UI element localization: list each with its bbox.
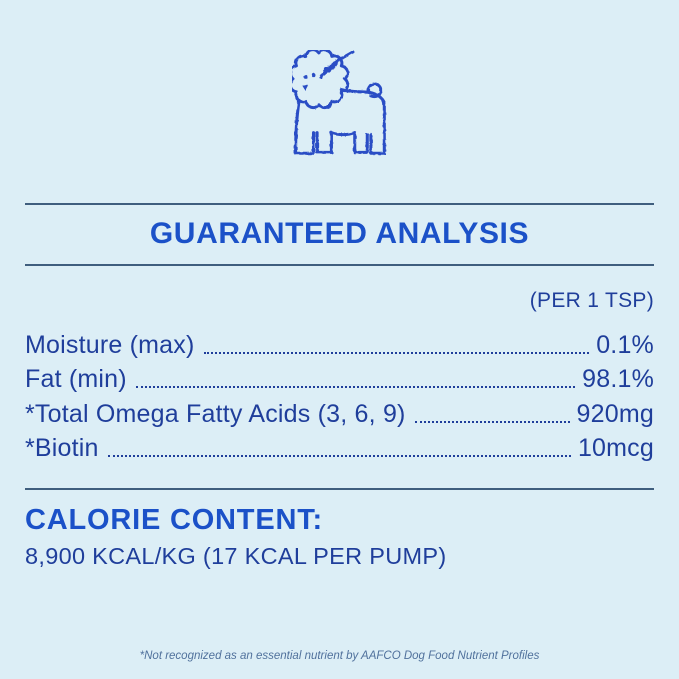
dotted-leader — [414, 420, 570, 423]
nutrient-value: 0.1% — [596, 330, 654, 359]
divider-above-calories — [25, 488, 654, 491]
nutrient-row: Moisture (max) 0.1% — [25, 327, 654, 362]
nutrient-value: 98.1% — [582, 365, 654, 394]
divider-top — [25, 203, 654, 205]
nutrient-label: *Total Omega Fatty Acids (3, 6, 9) — [25, 399, 406, 428]
nutrient-row: *Biotin 10mcg — [25, 431, 654, 466]
section-title-guaranteed-analysis: GUARANTEED ANALYSIS — [149, 217, 530, 250]
illustration-wrap — [288, 48, 387, 157]
section-title-calorie-content: CALORIE CONTENT: — [25, 504, 323, 537]
dotted-leader — [203, 351, 590, 354]
serving-basis: (PER 1 TSP) — [529, 289, 654, 312]
nutrient-value: 920mg — [576, 399, 654, 428]
nutrient-table: Moisture (max) 0.1% Fat (min) 98.1% *Total O… — [25, 327, 654, 465]
dog-grooming-icon — [288, 48, 386, 155]
nutrient-row: Fat (min) 98.1% — [25, 362, 654, 397]
divider-under-title — [25, 264, 654, 266]
nutrient-label: *Biotin — [25, 434, 99, 463]
nutrient-label: Fat (min) — [25, 365, 127, 394]
calorie-detail: 8,900 KCAL/KG (17 KCAL PER PUMP) — [25, 543, 447, 570]
dotted-leader — [135, 386, 576, 389]
nutrient-value: 10mcg — [577, 434, 654, 463]
dotted-leader — [107, 455, 571, 458]
nutrient-row: *Total Omega Fatty Acids (3, 6, 9) 920mg — [25, 396, 654, 431]
aafco-footnote: *Not recognized as an essential nutrient… — [139, 650, 540, 662]
nutrient-label: Moisture (max) — [25, 330, 195, 359]
